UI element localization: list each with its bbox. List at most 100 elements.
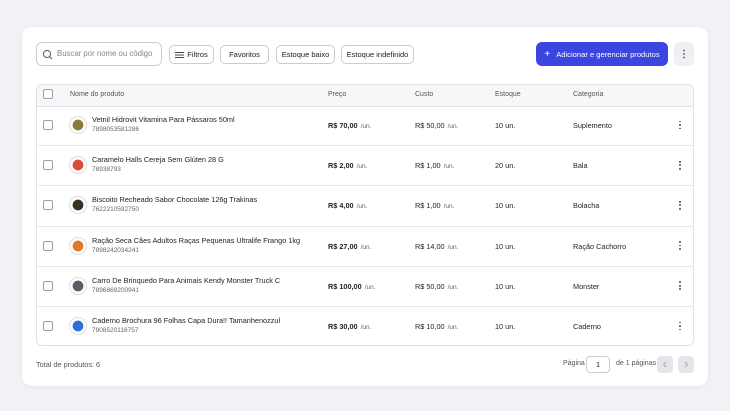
kebab-dot xyxy=(679,204,681,207)
kebab-dot xyxy=(679,288,681,291)
page-input[interactable]: 1 xyxy=(586,356,610,373)
row-divider xyxy=(37,225,693,227)
primary-button[interactable]: + Adicionar e gerenciar produtos xyxy=(536,42,668,66)
kebab-dot xyxy=(679,328,681,331)
total-count: Total de produtos: 6 xyxy=(36,360,101,369)
product-name: Carro De Brinquedo Para Animais Kendy Mo… xyxy=(92,275,281,285)
column-header: Custo xyxy=(415,91,434,98)
next-icon xyxy=(684,361,689,368)
cost-unit: /un. xyxy=(443,203,455,211)
more-button[interactable] xyxy=(674,42,694,66)
filter-label: Filtros xyxy=(187,50,208,59)
row-checkbox[interactable] xyxy=(43,200,53,211)
kebab-dot xyxy=(679,160,681,163)
product-code: 7896869200941 xyxy=(92,286,139,294)
row-divider xyxy=(37,306,693,307)
product-name: Caderno Brochura 96 Folhas Capa Dura!! T… xyxy=(92,316,281,325)
category: Bala xyxy=(573,161,588,171)
search-icon xyxy=(42,49,53,60)
product-image xyxy=(69,116,87,134)
cost: R$ 10,00/un. xyxy=(415,322,458,331)
product-code: 7908520116757 xyxy=(92,327,139,334)
product-image xyxy=(69,196,87,215)
price: R$ 4,00/un. xyxy=(328,201,367,210)
cost-value: R$ 1,00 xyxy=(415,201,441,211)
cost: R$ 1,00/un. xyxy=(415,161,454,170)
kebab-dot xyxy=(679,321,681,324)
table xyxy=(36,84,694,346)
price-value: R$ 100,00 xyxy=(328,281,362,291)
filter-icon xyxy=(175,51,185,58)
row-menu-button[interactable] xyxy=(675,319,685,333)
row-checkbox[interactable] xyxy=(43,240,53,251)
kebab-dot xyxy=(679,127,681,130)
search-placeholder: Buscar por nome ou código xyxy=(57,49,153,58)
price: R$ 70,00/un. xyxy=(328,121,371,130)
stock: 10 un. xyxy=(495,241,516,251)
filter-button[interactable]: Favoritos xyxy=(220,45,269,64)
price-unit: /un. xyxy=(360,123,372,130)
row-divider xyxy=(37,265,693,267)
price-unit: /un. xyxy=(360,324,372,331)
category: Monster xyxy=(573,281,600,291)
cost-unit: /un. xyxy=(447,123,459,130)
row-menu-button[interactable] xyxy=(675,239,685,253)
price-unit: /un. xyxy=(356,163,368,171)
cost-value: R$ 14,00 xyxy=(415,241,445,251)
category: Bolacha xyxy=(573,201,600,211)
kebab-dot xyxy=(679,164,681,167)
price-value: R$ 30,00 xyxy=(328,322,358,331)
cost-value: R$ 50,00 xyxy=(415,121,445,130)
product-image xyxy=(69,317,87,335)
price: R$ 100,00/un. xyxy=(328,282,376,291)
price: R$ 2,00/un. xyxy=(328,161,367,170)
table-header xyxy=(37,85,693,107)
filter-button[interactable]: Estoque baixo xyxy=(276,45,335,64)
search-box[interactable]: Buscar por nome ou código xyxy=(36,42,162,66)
column-header: Estoque xyxy=(495,91,521,98)
filter-button[interactable]: Estoque indefinido xyxy=(341,45,414,64)
kebab-dot xyxy=(679,248,681,250)
product-code: 7622210592750 xyxy=(92,206,139,214)
price-unit: /un. xyxy=(356,203,368,211)
kebab-dot xyxy=(679,120,681,123)
row-checkbox[interactable] xyxy=(43,321,53,331)
select-all-checkbox[interactable] xyxy=(43,89,53,99)
product-code: 78938793 xyxy=(92,166,121,174)
row-checkbox[interactable] xyxy=(43,120,53,130)
stock: 20 un. xyxy=(495,161,516,171)
row-checkbox[interactable] xyxy=(43,160,53,171)
stock: 10 un. xyxy=(495,322,516,331)
kebab-dot xyxy=(679,244,681,247)
prev-page-button[interactable] xyxy=(657,356,673,373)
product-name: Caramelo Halls Cereja Sem Glúten 28 G xyxy=(92,155,224,165)
column-header: Categoria xyxy=(573,91,604,98)
kebab-dot xyxy=(679,167,681,170)
row-menu-button[interactable] xyxy=(675,158,685,172)
price-value: R$ 4,00 xyxy=(328,201,354,211)
product-name: Ração Seca Cães Adultos Raças Pequenas U… xyxy=(92,235,301,245)
product-image xyxy=(69,156,87,175)
product-code: 7898242034241 xyxy=(92,246,139,254)
next-page-button[interactable] xyxy=(678,356,694,373)
row-checkbox[interactable] xyxy=(43,280,53,291)
product-code: 7898053581286 xyxy=(92,126,139,133)
price-unit: /un. xyxy=(364,283,376,291)
category: Ração Cachorro xyxy=(573,241,627,251)
row-menu-button[interactable] xyxy=(675,198,685,212)
filter-button[interactable]: Filtros xyxy=(169,45,214,64)
row-menu-button[interactable] xyxy=(675,279,685,293)
cost: R$ 14,00/un. xyxy=(415,242,458,251)
price-value: R$ 2,00 xyxy=(328,161,354,171)
kebab-dot xyxy=(679,284,681,287)
row-menu-button[interactable] xyxy=(675,118,685,132)
page-label: Página xyxy=(563,360,585,367)
price-value: R$ 70,00 xyxy=(328,121,358,130)
kebab-icon xyxy=(683,49,685,59)
kebab-dot xyxy=(679,241,681,243)
cost-unit: /un. xyxy=(447,324,459,331)
kebab-dot xyxy=(679,124,681,126)
product-image xyxy=(69,276,87,295)
cost-value: R$ 1,00 xyxy=(415,161,441,171)
